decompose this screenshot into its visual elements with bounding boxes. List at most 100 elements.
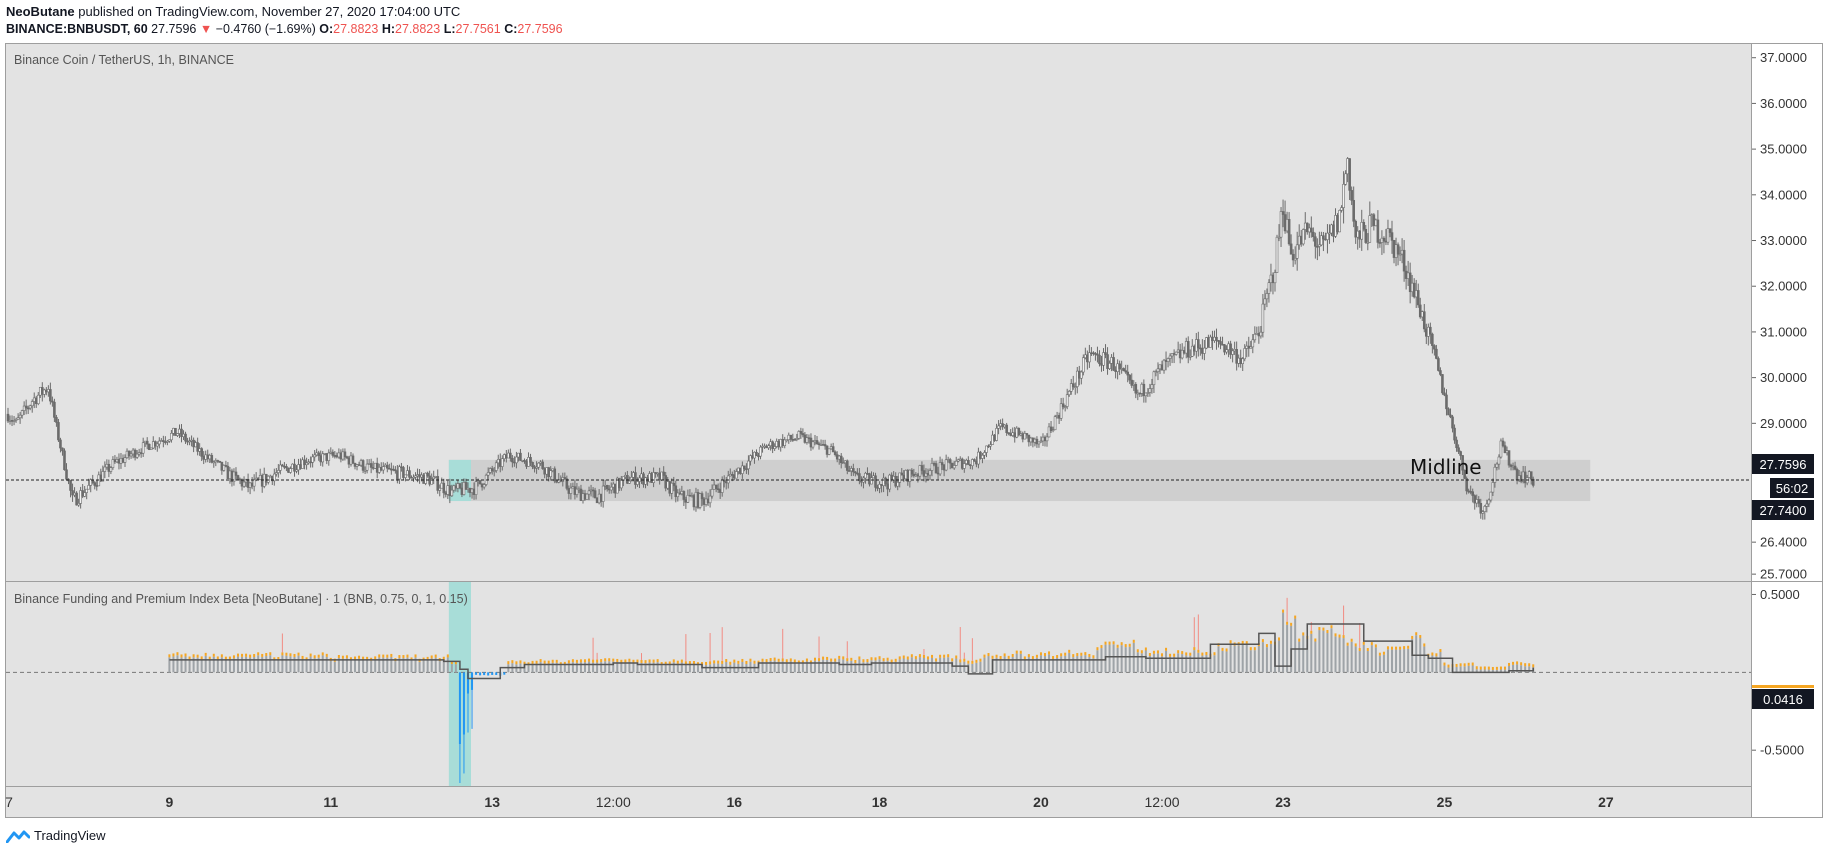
candle-down bbox=[1316, 246, 1319, 248]
candle-down bbox=[696, 492, 700, 508]
funding-bar bbox=[1346, 645, 1349, 673]
candle-down bbox=[1142, 383, 1146, 397]
candle-down bbox=[658, 472, 661, 481]
candle-down bbox=[884, 477, 887, 485]
candle-up bbox=[28, 405, 32, 409]
funding-cap bbox=[354, 656, 357, 660]
candle-up bbox=[1136, 392, 1140, 395]
candle-down bbox=[1035, 438, 1039, 445]
funding-bar bbox=[890, 662, 893, 673]
candle-up bbox=[1505, 450, 1509, 454]
candle-up bbox=[1487, 499, 1491, 505]
candle-down bbox=[852, 468, 855, 473]
candle-down bbox=[299, 464, 302, 469]
candle-up bbox=[690, 495, 694, 497]
funding-bar bbox=[1112, 644, 1115, 673]
funding-bar bbox=[1043, 656, 1046, 673]
candle-up bbox=[462, 482, 466, 495]
funding-bar bbox=[1443, 665, 1446, 673]
tradingview-logo[interactable]: TradingView bbox=[6, 828, 106, 843]
countdown-tag-bg bbox=[1770, 478, 1814, 498]
price-tick-label: 31.0000 bbox=[1760, 324, 1807, 339]
candle-down bbox=[1207, 337, 1210, 348]
funding-cap bbox=[656, 659, 659, 663]
funding-cap bbox=[955, 655, 958, 659]
funding-cap bbox=[1370, 642, 1373, 646]
funding-bar bbox=[878, 659, 881, 673]
candle-down bbox=[960, 458, 964, 469]
funding-bar bbox=[535, 663, 538, 673]
candle-up bbox=[123, 457, 127, 463]
candle-up bbox=[952, 465, 956, 469]
candle-up bbox=[355, 464, 359, 467]
funding-bar bbox=[208, 659, 211, 673]
candle-up bbox=[1158, 364, 1162, 370]
level-tag-bg bbox=[1752, 500, 1814, 520]
candle-down bbox=[809, 437, 813, 448]
funding-bar bbox=[426, 659, 429, 673]
candle-up bbox=[12, 420, 16, 422]
funding-cap bbox=[1495, 666, 1498, 670]
funding-cap bbox=[1052, 656, 1055, 660]
funding-bar bbox=[216, 659, 219, 673]
indicator-pane[interactable] bbox=[6, 582, 1751, 786]
candle-down bbox=[1027, 434, 1031, 443]
candle-up bbox=[198, 448, 201, 452]
funding-bar bbox=[1499, 669, 1502, 673]
candle-up bbox=[1082, 357, 1085, 373]
funding-bar bbox=[1261, 642, 1264, 673]
funding-cap bbox=[1278, 637, 1281, 641]
main-pane-title: Binance Coin / TetherUS, 1h, BINANCE bbox=[14, 53, 234, 67]
candle-down bbox=[1122, 368, 1125, 371]
candle-up bbox=[1209, 336, 1212, 348]
funding-bar bbox=[600, 662, 603, 673]
time-axis[interactable] bbox=[6, 787, 1751, 817]
funding-bar bbox=[438, 661, 441, 673]
candle-down bbox=[260, 475, 264, 487]
candle-up bbox=[1144, 392, 1148, 397]
candle-down bbox=[371, 467, 375, 469]
candle-up bbox=[1233, 349, 1236, 352]
candle-down bbox=[394, 469, 397, 472]
funding-bar bbox=[886, 660, 889, 673]
funding-cap bbox=[874, 657, 877, 661]
funding-bar bbox=[983, 657, 986, 673]
funding-bar bbox=[1479, 669, 1482, 673]
funding-cap bbox=[1358, 648, 1361, 652]
candle-down bbox=[1092, 352, 1095, 355]
funding-cap bbox=[882, 658, 885, 662]
candle-up bbox=[660, 471, 663, 481]
funding-cap bbox=[793, 659, 796, 663]
funding-bar bbox=[1197, 652, 1200, 673]
funding-cap bbox=[281, 652, 284, 656]
candle-up bbox=[1275, 236, 1279, 273]
funding-cap bbox=[563, 661, 566, 665]
candle-down bbox=[224, 465, 228, 467]
candle-down bbox=[436, 476, 440, 491]
funding-bar bbox=[672, 662, 675, 673]
funding-cap bbox=[575, 659, 578, 663]
author-name[interactable]: NeoButane bbox=[6, 4, 75, 19]
price-axis[interactable] bbox=[1752, 44, 1822, 787]
funding-cap bbox=[765, 659, 768, 663]
candle-up bbox=[214, 460, 218, 463]
funding-cap bbox=[511, 660, 514, 664]
funding-bar bbox=[382, 657, 385, 673]
funding-cap bbox=[737, 660, 740, 664]
low-label: L: bbox=[443, 22, 456, 36]
funding-cap bbox=[390, 653, 393, 657]
candle-up bbox=[1243, 348, 1247, 360]
candle-down bbox=[845, 460, 849, 471]
candle-up bbox=[289, 468, 292, 473]
tradingview-brand: TradingView bbox=[34, 828, 106, 843]
candle-up bbox=[307, 461, 310, 464]
candle-up bbox=[204, 454, 208, 460]
funding-bar bbox=[571, 662, 574, 673]
funding-cap bbox=[1181, 651, 1184, 655]
funding-bar bbox=[814, 660, 816, 673]
funding-bar bbox=[777, 661, 780, 673]
funding-bar bbox=[999, 658, 1002, 673]
candle-down bbox=[6, 413, 10, 422]
candle-down bbox=[1449, 414, 1452, 418]
